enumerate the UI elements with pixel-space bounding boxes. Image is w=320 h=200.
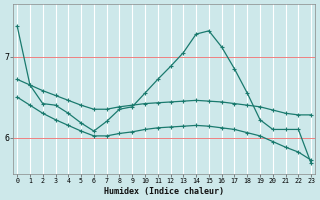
X-axis label: Humidex (Indice chaleur): Humidex (Indice chaleur) — [104, 187, 224, 196]
